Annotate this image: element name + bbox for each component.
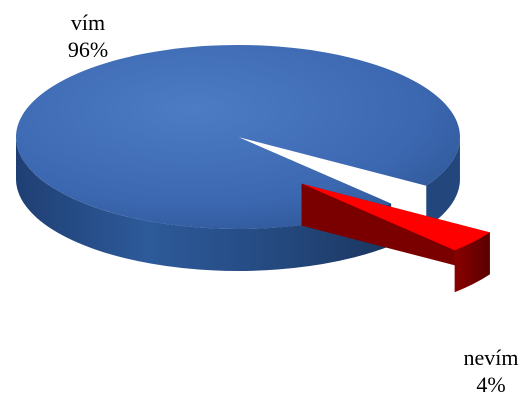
slice-label-vim: vím — [71, 10, 105, 35]
slice-vim-side-right — [426, 138, 460, 228]
slice-nevim-front — [454, 232, 490, 293]
pie-group — [15, 45, 490, 293]
slice-percent-vim: 96% — [68, 37, 108, 62]
slice-nevim — [301, 183, 490, 251]
slice-nevim-side — [301, 183, 490, 275]
slice-percent-nevim: 4% — [476, 372, 505, 396]
slice-vim — [15, 45, 460, 230]
slice-label-nevim: nevím — [464, 345, 519, 370]
label-vim: vím 96% — [68, 10, 108, 62]
slice-vim-side — [16, 137, 392, 272]
label-nevim: nevím 4% — [464, 345, 519, 396]
